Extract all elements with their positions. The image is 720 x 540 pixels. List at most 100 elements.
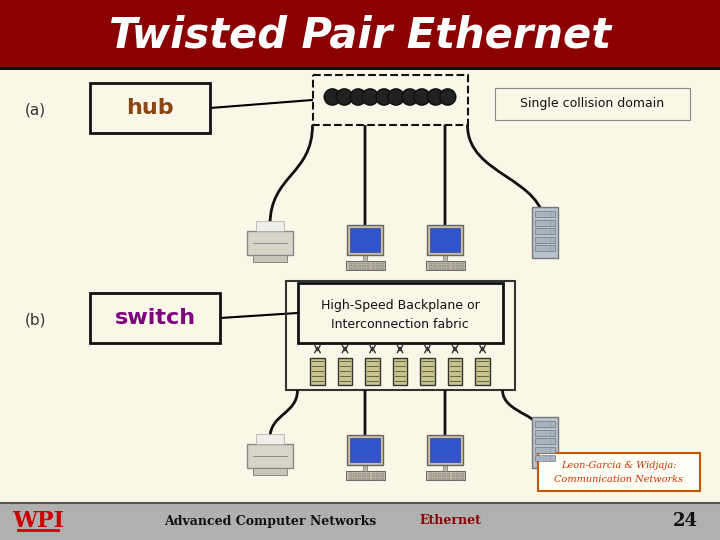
Bar xyxy=(377,268,379,269)
Text: 24: 24 xyxy=(672,512,698,530)
Bar xyxy=(362,265,366,267)
Bar xyxy=(372,472,375,474)
Bar xyxy=(447,472,451,474)
Bar xyxy=(353,265,356,267)
Text: switch: switch xyxy=(114,308,196,328)
Bar xyxy=(428,478,432,480)
Text: (b): (b) xyxy=(24,313,46,327)
Bar xyxy=(443,262,446,265)
Bar xyxy=(438,472,441,474)
Bar xyxy=(367,268,371,269)
Bar xyxy=(365,358,379,385)
Bar xyxy=(443,465,447,471)
Circle shape xyxy=(324,89,341,105)
Bar xyxy=(350,228,380,252)
Bar xyxy=(372,478,375,480)
Bar xyxy=(253,255,287,262)
Text: WPI: WPI xyxy=(12,510,64,532)
Bar xyxy=(420,358,435,385)
Bar xyxy=(367,472,371,474)
Bar xyxy=(381,475,384,477)
Bar xyxy=(372,268,375,269)
Bar xyxy=(428,262,432,265)
Bar xyxy=(353,475,356,477)
Bar xyxy=(456,475,460,477)
Bar xyxy=(443,265,446,267)
Bar xyxy=(443,472,446,474)
Bar xyxy=(338,358,352,385)
Bar xyxy=(350,438,380,462)
Bar xyxy=(353,262,356,265)
Bar xyxy=(451,472,455,474)
Bar xyxy=(451,475,455,477)
Bar xyxy=(461,472,464,474)
Text: Ethernet: Ethernet xyxy=(419,515,481,528)
Bar xyxy=(348,262,352,265)
Bar xyxy=(377,472,379,474)
Bar xyxy=(372,265,375,267)
Bar xyxy=(456,478,460,480)
Bar xyxy=(433,268,436,269)
Bar xyxy=(377,265,379,267)
Bar xyxy=(443,475,446,477)
Bar xyxy=(438,475,441,477)
Circle shape xyxy=(350,89,366,105)
Bar xyxy=(286,281,515,390)
Bar xyxy=(358,478,361,480)
Bar xyxy=(358,472,361,474)
Bar xyxy=(358,268,361,269)
Text: hub: hub xyxy=(126,98,174,118)
Text: Leon-Garcia & Widjaja:: Leon-Garcia & Widjaja: xyxy=(562,461,677,469)
Bar xyxy=(433,265,436,267)
Bar xyxy=(426,471,464,480)
Bar xyxy=(532,207,558,258)
Bar xyxy=(456,265,460,267)
Bar xyxy=(535,447,555,453)
Bar xyxy=(535,438,555,444)
Bar xyxy=(347,225,383,255)
Bar xyxy=(253,468,287,475)
Circle shape xyxy=(388,89,404,105)
Bar xyxy=(363,465,367,471)
Bar xyxy=(346,261,384,270)
Bar xyxy=(451,478,455,480)
Bar xyxy=(433,472,436,474)
Bar xyxy=(362,475,366,477)
Bar xyxy=(348,472,352,474)
Bar xyxy=(381,268,384,269)
Bar xyxy=(433,262,436,265)
Bar xyxy=(372,475,375,477)
Text: Interconnection fabric: Interconnection fabric xyxy=(331,319,469,332)
Bar xyxy=(358,475,361,477)
Bar xyxy=(451,268,455,269)
Bar xyxy=(535,211,555,217)
Bar xyxy=(443,478,446,480)
Bar xyxy=(90,293,220,343)
Bar xyxy=(377,475,379,477)
Bar xyxy=(427,435,463,465)
Bar xyxy=(461,265,464,267)
Bar xyxy=(448,358,462,385)
Text: Advanced Computer Networks: Advanced Computer Networks xyxy=(164,515,376,528)
Bar xyxy=(381,472,384,474)
Text: High-Speed Backplane or: High-Speed Backplane or xyxy=(320,299,480,312)
Text: (a): (a) xyxy=(24,103,45,118)
Bar xyxy=(451,265,455,267)
Bar xyxy=(461,262,464,265)
Circle shape xyxy=(428,89,444,105)
Bar xyxy=(348,475,352,477)
Bar xyxy=(535,228,555,234)
Bar xyxy=(538,453,700,491)
Bar xyxy=(312,75,467,125)
Bar xyxy=(256,434,284,444)
Bar xyxy=(428,265,432,267)
Bar xyxy=(348,265,352,267)
Bar xyxy=(348,478,352,480)
Bar xyxy=(348,268,352,269)
Circle shape xyxy=(362,89,378,105)
Bar xyxy=(438,265,441,267)
Bar xyxy=(451,262,455,265)
Bar xyxy=(377,478,379,480)
Bar xyxy=(372,262,375,265)
Circle shape xyxy=(402,89,418,105)
